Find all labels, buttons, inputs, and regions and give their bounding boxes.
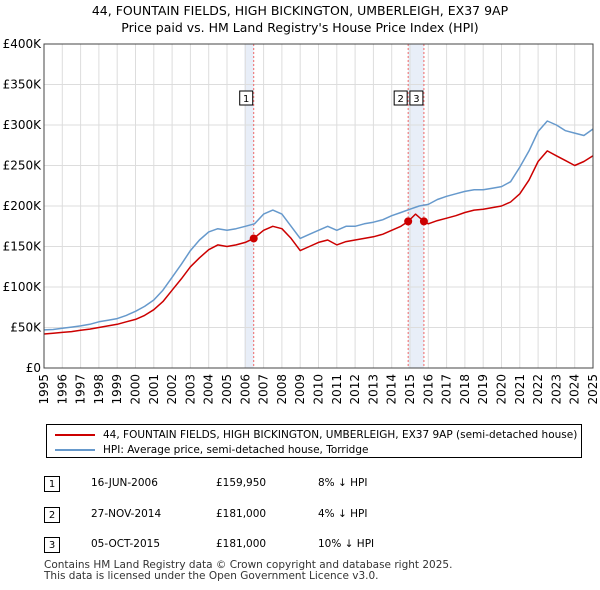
x-tick-label: 2007 <box>257 374 271 405</box>
x-tick-label: 2000 <box>129 374 143 405</box>
sale-number-badge: 1 <box>44 476 60 492</box>
y-tick-label: £350K <box>3 78 43 92</box>
x-tick-label: 2002 <box>165 374 179 405</box>
legend-item-hpi: HPI: Average price, semi-detached house,… <box>47 442 581 458</box>
x-tick-label: 1996 <box>55 374 69 405</box>
footer-line-1: Contains HM Land Registry data © Crown c… <box>44 559 453 571</box>
sale-number-label: 3 <box>413 94 419 105</box>
x-tick-label: 2003 <box>183 374 197 405</box>
series-property-line <box>43 150 594 335</box>
x-tick-label: 2023 <box>549 374 563 405</box>
sale-number-box <box>239 90 254 106</box>
x-tick-label: 2009 <box>293 374 307 405</box>
x-tick-label: 2018 <box>458 374 472 405</box>
x-tick-label: 2001 <box>147 374 161 405</box>
sale-price: £159,950 <box>216 477 267 489</box>
x-tick-label: 1999 <box>110 374 124 405</box>
plot-frame <box>43 43 594 369</box>
x-tick-label: 2024 <box>568 374 582 405</box>
x-tick-label: 1995 <box>37 374 51 405</box>
sale-marker <box>404 217 413 226</box>
legend-label-hpi: HPI: Average price, semi-detached house,… <box>103 444 369 456</box>
chart-title-line-2: Price paid vs. HM Land Registry's House … <box>121 20 479 35</box>
x-tick-label: 2004 <box>202 374 216 405</box>
sale-marker <box>249 234 258 243</box>
sale-marker <box>419 217 428 226</box>
sale-row: 2 27-NOV-2014 £181,000 4% ↓ HPI <box>0 507 600 529</box>
y-tick-label: £200K <box>3 199 43 213</box>
sale-price: £181,000 <box>216 538 267 550</box>
y-tick-label: £400K <box>3 37 43 51</box>
series-hpi-line <box>43 120 594 331</box>
x-tick-label: 2013 <box>366 374 380 405</box>
x-tick-label: 2025 <box>586 374 600 405</box>
legend-item-property: 44, FOUNTAIN FIELDS, HIGH BICKINGTON, UM… <box>47 427 581 443</box>
x-tick-label: 2017 <box>440 374 454 405</box>
sale-number-label: 1 <box>243 94 249 105</box>
x-tick-label: 2008 <box>275 374 289 405</box>
sale-date: 27-NOV-2014 <box>91 508 162 520</box>
legend-swatch-property <box>55 434 95 436</box>
x-tick-label: 2005 <box>220 374 234 405</box>
x-tick-label: 2014 <box>385 374 399 405</box>
y-tick-label: £150K <box>3 240 43 254</box>
x-tick-label: 2019 <box>476 374 490 405</box>
x-tick-label: 2006 <box>238 374 252 405</box>
sale-number-badge: 2 <box>44 507 60 523</box>
y-tick-label: £50K <box>10 321 42 335</box>
x-tick-label: 2012 <box>348 374 362 405</box>
x-tick-label: 2010 <box>312 374 326 405</box>
x-tick-label: 2015 <box>403 374 417 405</box>
sale-hpi-diff: 4% ↓ HPI <box>318 508 368 520</box>
footer-attribution: Contains HM Land Registry data © Crown c… <box>44 560 452 582</box>
sale-number-badge: 3 <box>44 537 60 553</box>
price-chart: £0 £50K £100K £150K £200K £250K £300K £350K £400… <box>3 37 600 405</box>
x-tick-label: 1997 <box>74 374 88 405</box>
x-tick-label: 1998 <box>92 374 106 405</box>
chart-title-line-1: 44, FOUNTAIN FIELDS, HIGH BICKINGTON, UM… <box>91 3 509 18</box>
sale-price: £181,000 <box>216 508 267 520</box>
sale-hpi-diff: 8% ↓ HPI <box>318 477 368 489</box>
x-tick-label: 2021 <box>513 374 527 405</box>
sale-date: 16-JUN-2006 <box>91 477 158 489</box>
x-tick-label: 2016 <box>421 374 435 405</box>
y-tick-label: £300K <box>3 118 43 132</box>
y-tick-label: £0 <box>26 361 41 375</box>
legend-label-property: 44, FOUNTAIN FIELDS, HIGH BICKINGTON, UM… <box>103 429 578 441</box>
sale-number-box <box>409 90 424 106</box>
sale-hpi-diff: 10% ↓ HPI <box>318 538 375 550</box>
sale-row: 1 16-JUN-2006 £159,950 8% ↓ HPI <box>0 476 600 498</box>
x-tick-label: 2020 <box>495 374 509 405</box>
x-tick-label: 2022 <box>531 374 545 405</box>
sale-date: 05-OCT-2015 <box>91 538 160 550</box>
sale-row: 3 05-OCT-2015 £181,000 10% ↓ HPI <box>0 537 600 559</box>
chart-legend: 44, FOUNTAIN FIELDS, HIGH BICKINGTON, UM… <box>46 424 582 458</box>
chart-title: 44, FOUNTAIN FIELDS, HIGH BICKINGTON, UM… <box>0 2 600 36</box>
sale-number-label: 2 <box>397 94 403 105</box>
x-tick-label: 2011 <box>330 374 344 405</box>
y-tick-label: £100K <box>3 280 43 294</box>
legend-swatch-hpi <box>55 449 95 451</box>
y-tick-label: £250K <box>3 159 43 173</box>
footer-line-2: This data is licensed under the Open Gov… <box>44 570 379 582</box>
sale-number-box <box>393 90 408 106</box>
